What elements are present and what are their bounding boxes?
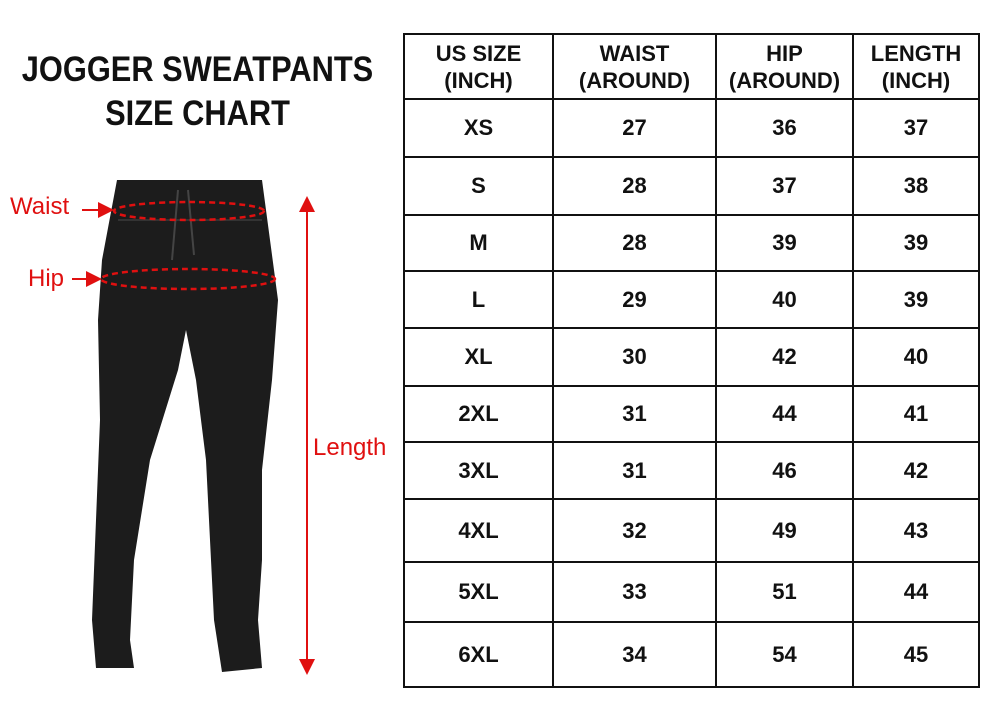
table-row: 5XL 33 51 44 — [403, 561, 980, 623]
table-cell: 2XL — [403, 385, 554, 443]
table-cell: 32 — [552, 498, 717, 563]
table-cell: 33 — [552, 561, 717, 623]
column-header-line: US SIZE — [435, 40, 522, 66]
drawstrings — [171, 189, 195, 261]
table-cell: XS — [403, 98, 554, 158]
table-cell: 37 — [852, 98, 980, 158]
table-cell: 37 — [715, 156, 854, 216]
length-label: Length — [313, 434, 387, 461]
size-table: US SIZE (INCH) WAIST (AROUND) HIP (AROUND) LEN… — [403, 33, 980, 688]
table-row: XL 30 42 40 — [403, 327, 980, 387]
table-cell: 31 — [552, 385, 717, 443]
table-row: M 28 39 39 — [403, 214, 980, 272]
table-cell: M — [403, 214, 554, 272]
table-cell: S — [403, 156, 554, 216]
table-cell: 28 — [552, 214, 717, 272]
table-cell: 44 — [852, 561, 980, 623]
chart-title-line2: SIZE CHART — [105, 94, 290, 133]
table-cell: 41 — [852, 385, 980, 443]
table-cell: 6XL — [403, 621, 554, 688]
table-cell: 39 — [715, 214, 854, 272]
table-cell: 5XL — [403, 561, 554, 623]
table-cell: L — [403, 270, 554, 329]
table-cell: 34 — [552, 621, 717, 688]
column-header-line: HIP — [766, 40, 803, 66]
table-cell: 46 — [715, 441, 854, 500]
table-cell: 36 — [715, 98, 854, 158]
column-header: WAIST (AROUND) — [552, 33, 717, 100]
table-cell: 28 — [552, 156, 717, 216]
table-cell: 54 — [715, 621, 854, 688]
table-cell: 51 — [715, 561, 854, 623]
table-cell: 42 — [852, 441, 980, 500]
table-row: L 29 40 39 — [403, 270, 980, 329]
jogger-illustration — [72, 180, 315, 675]
hip-label: Hip — [28, 265, 65, 292]
table-cell: 40 — [852, 327, 980, 387]
waist-label: Waist — [10, 193, 70, 220]
table-row: S 28 37 38 — [403, 156, 980, 216]
chart-title-line1: JOGGER SWEATPANTS — [21, 50, 374, 89]
table-cell: 31 — [552, 441, 717, 500]
table-cell: 38 — [852, 156, 980, 216]
table-cell: 27 — [552, 98, 717, 158]
column-header-line: LENGTH — [870, 40, 962, 66]
table-cell: 3XL — [403, 441, 554, 500]
table-row: 4XL 32 49 43 — [403, 498, 980, 563]
table-cell: 39 — [852, 214, 980, 272]
column-header: HIP (AROUND) — [715, 33, 854, 100]
pants-silhouette — [92, 180, 278, 672]
table-cell: 4XL — [403, 498, 554, 563]
header-row: US SIZE (INCH) WAIST (AROUND) HIP (AROUND) LEN… — [403, 33, 980, 100]
table-row: 6XL 34 54 45 — [403, 621, 980, 688]
column-header-line: (AROUND) — [728, 67, 841, 93]
column-header: LENGTH (INCH) — [852, 33, 980, 100]
table-cell: 40 — [715, 270, 854, 329]
column-header-line: (INCH) — [444, 67, 513, 93]
table-row: 2XL 31 44 41 — [403, 385, 980, 443]
table-cell: 39 — [852, 270, 980, 329]
table-cell: 30 — [552, 327, 717, 387]
table-cell: XL — [403, 327, 554, 387]
table-row: 3XL 31 46 42 — [403, 441, 980, 500]
table-cell: 42 — [715, 327, 854, 387]
column-header-line: (AROUND) — [578, 67, 691, 93]
waist-marker — [112, 200, 266, 222]
table-row: XS 27 36 37 — [403, 98, 980, 158]
table-cell: 43 — [852, 498, 980, 563]
column-header-line: WAIST — [599, 40, 670, 66]
column-header: US SIZE (INCH) — [403, 33, 554, 100]
table-cell: 45 — [852, 621, 980, 688]
column-header-line: (INCH) — [881, 67, 951, 93]
table-cell: 49 — [715, 498, 854, 563]
hip-marker — [99, 267, 277, 291]
table-cell: 44 — [715, 385, 854, 443]
table-cell: 29 — [552, 270, 717, 329]
